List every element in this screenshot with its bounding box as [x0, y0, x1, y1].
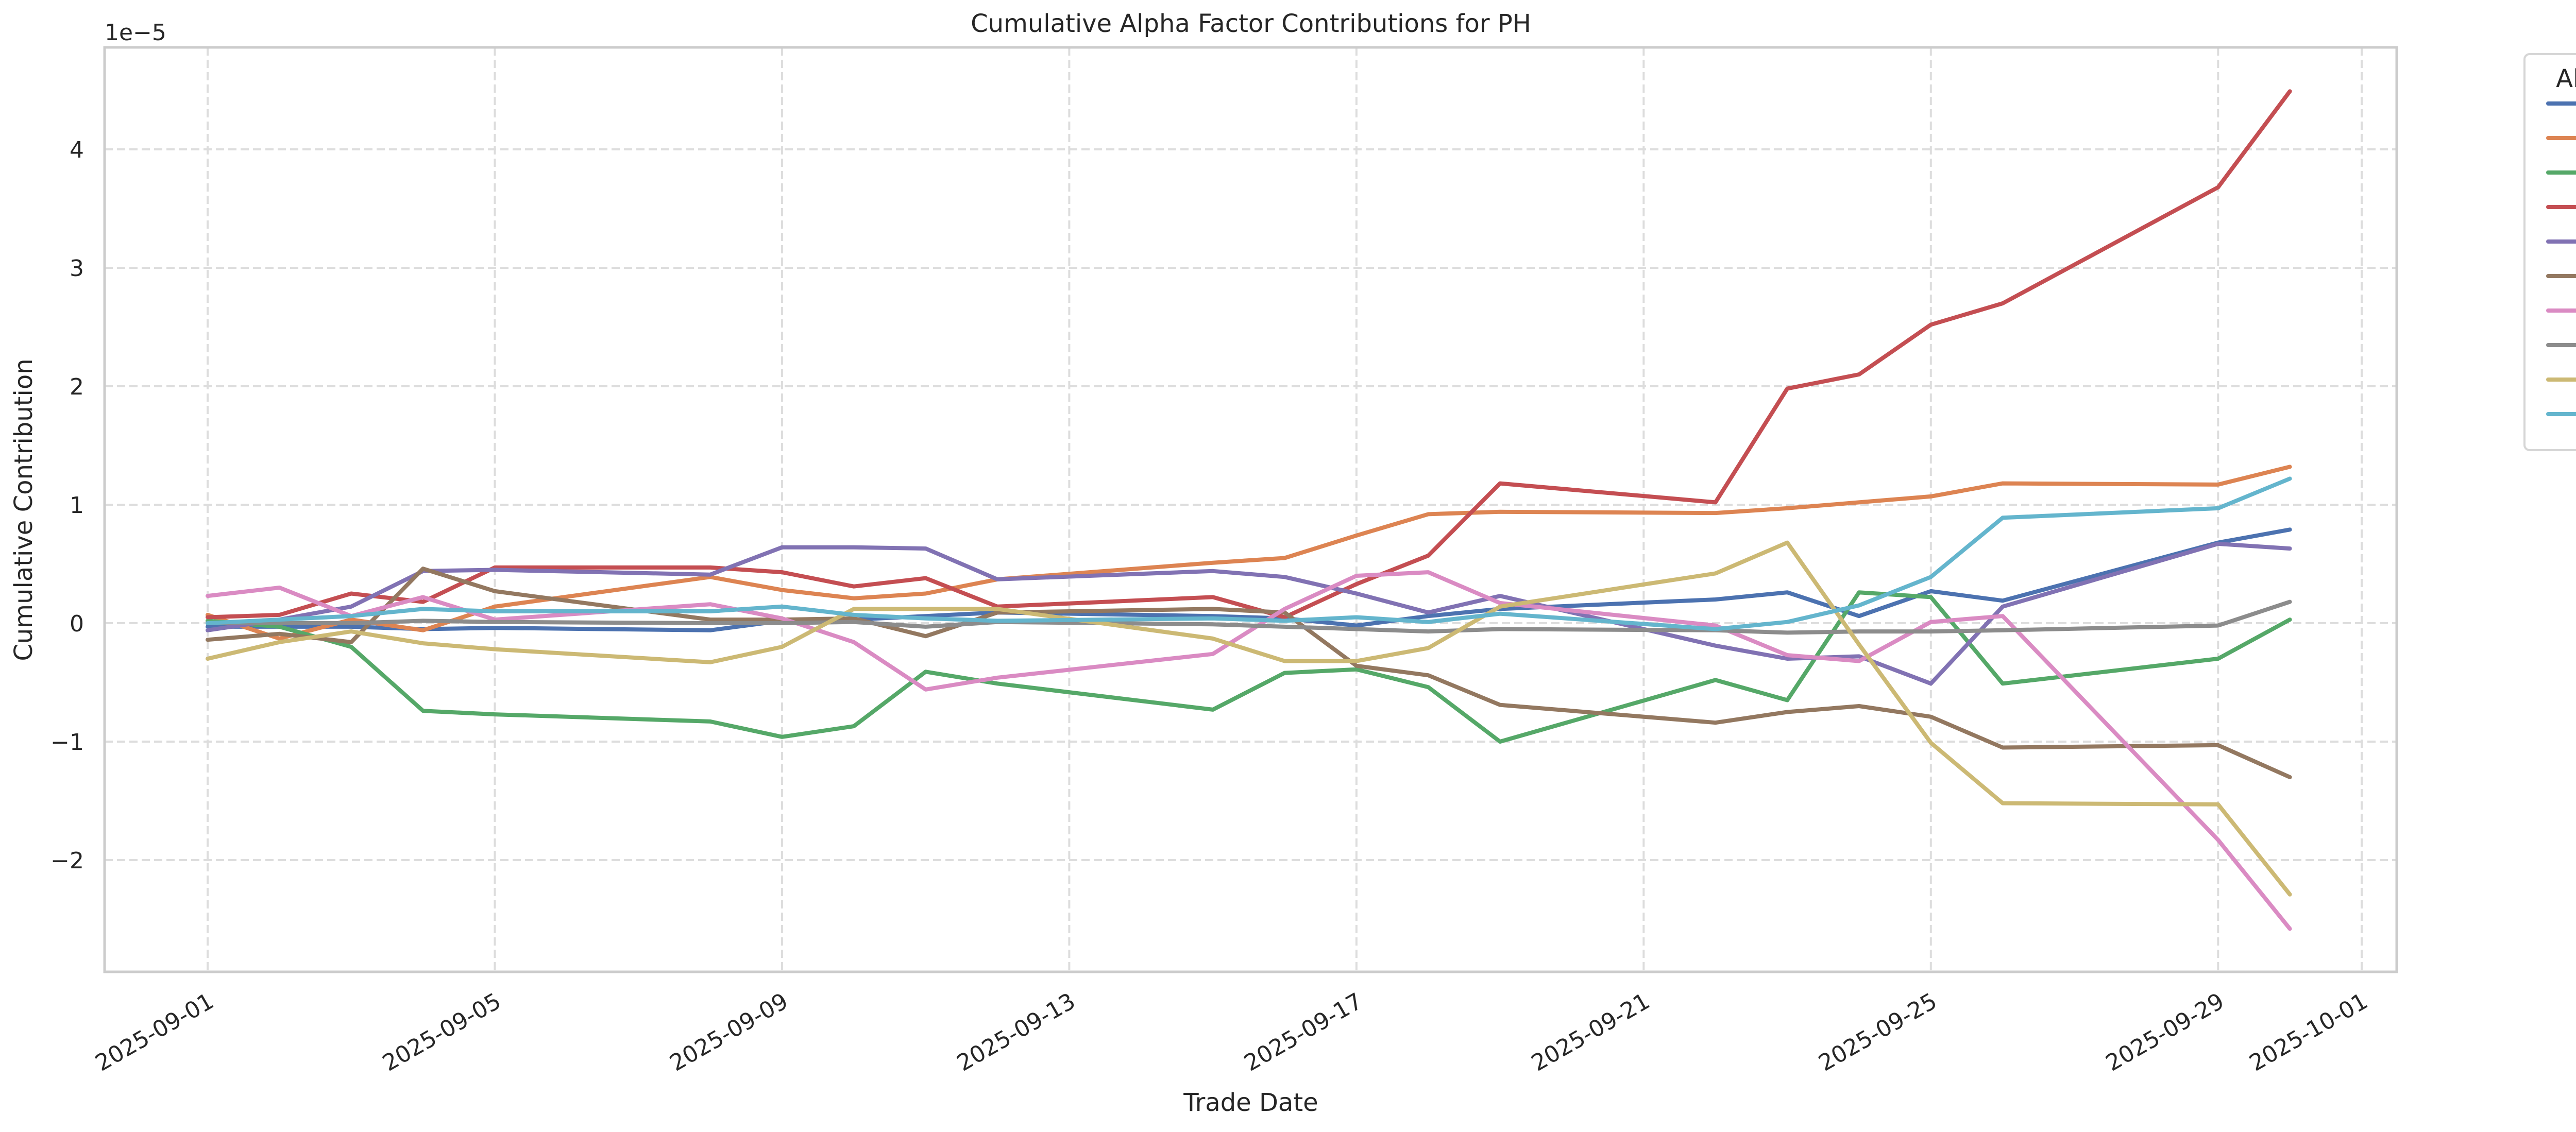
- legend-swatch: [2546, 308, 2576, 313]
- series-line-momentum: [206, 590, 2292, 744]
- legend-swatch: [2546, 412, 2576, 416]
- x-tick-label: 2025-09-09: [665, 988, 792, 1076]
- series-lines: [206, 89, 2292, 931]
- x-tick-label: 2025-09-01: [91, 988, 218, 1076]
- y-tick-label: −1: [50, 729, 84, 756]
- legend-swatch: [2546, 343, 2576, 347]
- series-line-linkage: [206, 465, 2292, 641]
- plot-frame: [103, 46, 2398, 973]
- x-tick-label: 2025-09-17: [1240, 988, 1367, 1076]
- chart-title: Cumulative Alpha Factor Contributions fo…: [971, 9, 1531, 38]
- legend-item-stability: stability: [2526, 329, 2576, 359]
- x-tick-label: 2025-09-13: [953, 988, 1080, 1076]
- y-axis-label: Cumulative Contribution: [9, 358, 38, 661]
- legend-item-neglect: neglect: [2526, 191, 2576, 221]
- legend-swatch: [2546, 170, 2576, 175]
- x-tick-label: 2025-09-25: [1814, 988, 1941, 1076]
- y-tick-label: −2: [50, 848, 84, 874]
- grid: [105, 47, 2397, 972]
- series-line-neglect: [206, 89, 2292, 620]
- x-tick-label: 2025-09-05: [378, 988, 505, 1076]
- legend-item-fmom: fmom: [2526, 87, 2576, 118]
- x-tick-label: 2025-09-29: [2102, 988, 2229, 1076]
- legend-item-linkage: linkage: [2526, 122, 2576, 152]
- x-tick-label: 2025-10-01: [2245, 988, 2372, 1076]
- legend: Alpha Factor fmom linkage momentum neglect q…: [2523, 53, 2576, 451]
- legend-swatch: [2546, 101, 2576, 106]
- y-scale-label: 1e−5: [105, 20, 166, 46]
- legend-item-revision: revision: [2526, 294, 2576, 325]
- legend-item-value_liq: value_liq: [2526, 398, 2576, 428]
- legend-title: Alpha Factor: [2556, 64, 2576, 93]
- legend-item-value_gc: value_gc: [2526, 363, 2576, 394]
- legend-item-reversal: reversal: [2526, 260, 2576, 290]
- series-line-value_gc: [206, 540, 2292, 897]
- y-tick-label: 1: [70, 492, 84, 519]
- legend-swatch: [2546, 239, 2576, 244]
- legend-swatch: [2546, 136, 2576, 140]
- y-tick-label: 0: [70, 611, 84, 637]
- legend-swatch: [2546, 378, 2576, 382]
- x-tick-labels: 2025-09-01 2025-09-05 2025-09-09 2025-09-13…: [91, 988, 2372, 1076]
- legend-item-momentum: momentum: [2526, 156, 2576, 187]
- y-tick-labels: −2 −1 0 1 2 3 4: [50, 137, 84, 874]
- series-line-fmom: [206, 527, 2292, 632]
- series-line-stability: [206, 599, 2292, 635]
- legend-swatch: [2546, 205, 2576, 209]
- legend-item-quality: quality: [2526, 225, 2576, 256]
- legend-swatch: [2546, 274, 2576, 278]
- x-axis-label: Trade Date: [1183, 1088, 1318, 1117]
- y-tick-label: 2: [70, 374, 84, 400]
- x-tick-label: 2025-09-21: [1527, 988, 1654, 1076]
- series-line-quality: [206, 541, 2292, 686]
- series-line-value_liq: [206, 476, 2292, 631]
- series-line-reversal: [206, 567, 2292, 779]
- y-tick-label: 4: [70, 137, 84, 163]
- y-tick-label: 3: [70, 255, 84, 282]
